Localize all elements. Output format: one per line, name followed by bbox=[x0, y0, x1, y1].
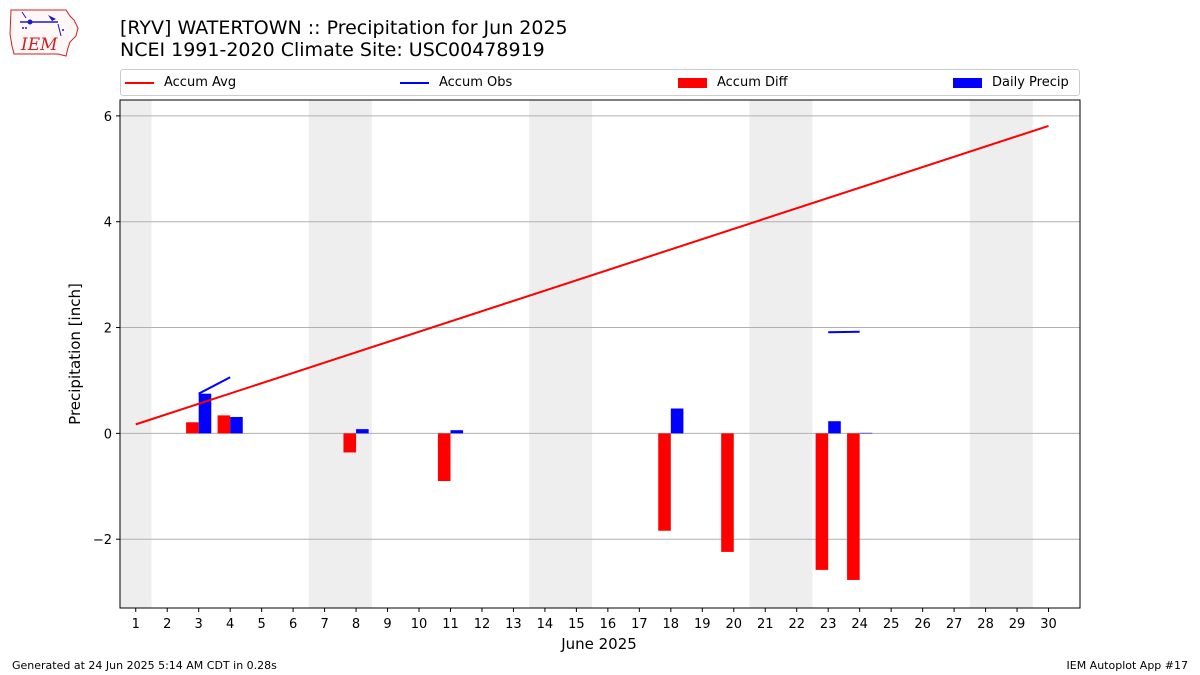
daily-precip-bar bbox=[859, 432, 873, 434]
legend-item-accum-diff: Accum Diff bbox=[678, 70, 788, 95]
accum-diff-bar bbox=[847, 433, 860, 580]
accum-obs-line bbox=[828, 330, 860, 334]
x-axis-label: June 2025 bbox=[560, 635, 637, 653]
legend-swatch bbox=[125, 81, 154, 84]
accum-diff-bar bbox=[186, 422, 199, 434]
legend-label: Accum Diff bbox=[717, 75, 788, 90]
legend-swatch bbox=[678, 77, 707, 88]
accum-diff-bar bbox=[658, 433, 671, 531]
weekend-shade bbox=[749, 100, 813, 608]
accum-diff-bar bbox=[815, 433, 829, 570]
x-tick-label: 24 bbox=[851, 617, 868, 632]
y-tick-label: 0 bbox=[104, 427, 112, 442]
daily-precip-bar bbox=[828, 421, 841, 434]
weekend-shade bbox=[120, 100, 152, 608]
generated-timestamp: Generated at 24 Jun 2025 5:14 AM CDT in … bbox=[12, 659, 277, 672]
x-tick-label: 19 bbox=[694, 617, 711, 632]
daily-precip-bar bbox=[670, 408, 684, 434]
accum-avg-line bbox=[135, 124, 1049, 426]
logo-text: IEM bbox=[20, 35, 58, 55]
x-tick-label: 17 bbox=[631, 617, 648, 632]
legend-swatch bbox=[400, 81, 429, 84]
y-tick-label: 4 bbox=[104, 216, 112, 231]
legend-item-accum-obs: Accum Obs bbox=[400, 70, 512, 95]
legend-item-daily-precip: Daily Precip bbox=[953, 70, 1069, 95]
weekend-shade bbox=[529, 100, 593, 608]
x-tick-label: 25 bbox=[883, 617, 900, 632]
y-axis-label: Precipitation [inch] bbox=[66, 283, 84, 425]
accum-obs-line bbox=[198, 376, 231, 395]
plot-frame bbox=[119, 99, 1081, 609]
accum-diff-bar bbox=[343, 433, 357, 453]
x-tick-label: 4 bbox=[226, 617, 234, 632]
x-tick-label: 22 bbox=[788, 617, 805, 632]
x-tick-label: 7 bbox=[320, 617, 328, 632]
x-tick-label: 21 bbox=[757, 617, 774, 632]
accum-diff-bar bbox=[217, 415, 231, 434]
legend-label: Daily Precip bbox=[992, 75, 1069, 90]
weekend-shade bbox=[969, 100, 1033, 608]
x-tick-label: 28 bbox=[977, 617, 994, 632]
accum-diff-bar bbox=[437, 433, 451, 481]
chart-subtitle: NCEI 1991-2020 Climate Site: USC00478919 bbox=[120, 39, 545, 61]
y-tick-label: 2 bbox=[104, 322, 112, 337]
daily-precip-bar bbox=[450, 430, 464, 434]
legend-label: Accum Avg bbox=[164, 75, 237, 90]
x-tick-label: 20 bbox=[725, 617, 742, 632]
autoplot-app-id: IEM Autoplot App #17 bbox=[1066, 659, 1189, 672]
x-tick-label: 11 bbox=[442, 617, 459, 632]
chart-title-block: [RYV] WATERTOWN :: Precipitation for Jun… bbox=[120, 17, 568, 61]
x-tick-label: 18 bbox=[663, 617, 680, 632]
y-tick-label: −2 bbox=[93, 533, 112, 548]
x-tick-label: 3 bbox=[195, 617, 203, 632]
x-tick-label: 16 bbox=[600, 617, 617, 632]
chart-title: [RYV] WATERTOWN :: Precipitation for Jun… bbox=[120, 17, 568, 39]
accum-diff-bar bbox=[721, 433, 734, 552]
y-tick-label: 6 bbox=[104, 110, 112, 125]
x-tick-label: 14 bbox=[537, 617, 554, 632]
daily-precip-bar bbox=[230, 416, 243, 434]
x-tick-label: 23 bbox=[820, 617, 837, 632]
legend-label: Accum Obs bbox=[439, 75, 513, 90]
x-tick-label: 9 bbox=[383, 617, 391, 632]
x-tick-label: 8 bbox=[352, 617, 360, 632]
x-tick-label: 1 bbox=[132, 617, 140, 632]
x-tick-label: 26 bbox=[914, 617, 931, 632]
x-tick-label: 13 bbox=[505, 617, 522, 632]
x-tick-label: 6 bbox=[289, 617, 297, 632]
weekend-shade bbox=[308, 100, 372, 608]
x-tick-label: 29 bbox=[1009, 617, 1026, 632]
legend: Accum Avg Accum Obs Accum Diff Daily Pre… bbox=[120, 69, 1080, 96]
legend-item-accum-avg: Accum Avg bbox=[125, 70, 236, 95]
iowa-logo-icon: IEM bbox=[9, 9, 79, 57]
x-tick-label: 10 bbox=[411, 617, 428, 632]
iem-logo: IEM bbox=[8, 6, 80, 60]
x-tick-label: 30 bbox=[1040, 617, 1057, 632]
daily-precip-bar bbox=[356, 429, 369, 434]
x-tick-label: 2 bbox=[163, 617, 171, 632]
x-tick-label: 12 bbox=[474, 617, 491, 632]
x-tick-label: 15 bbox=[568, 617, 585, 632]
x-tick-label: 27 bbox=[946, 617, 963, 632]
x-tick-label: 5 bbox=[257, 617, 265, 632]
legend-swatch bbox=[953, 77, 982, 88]
